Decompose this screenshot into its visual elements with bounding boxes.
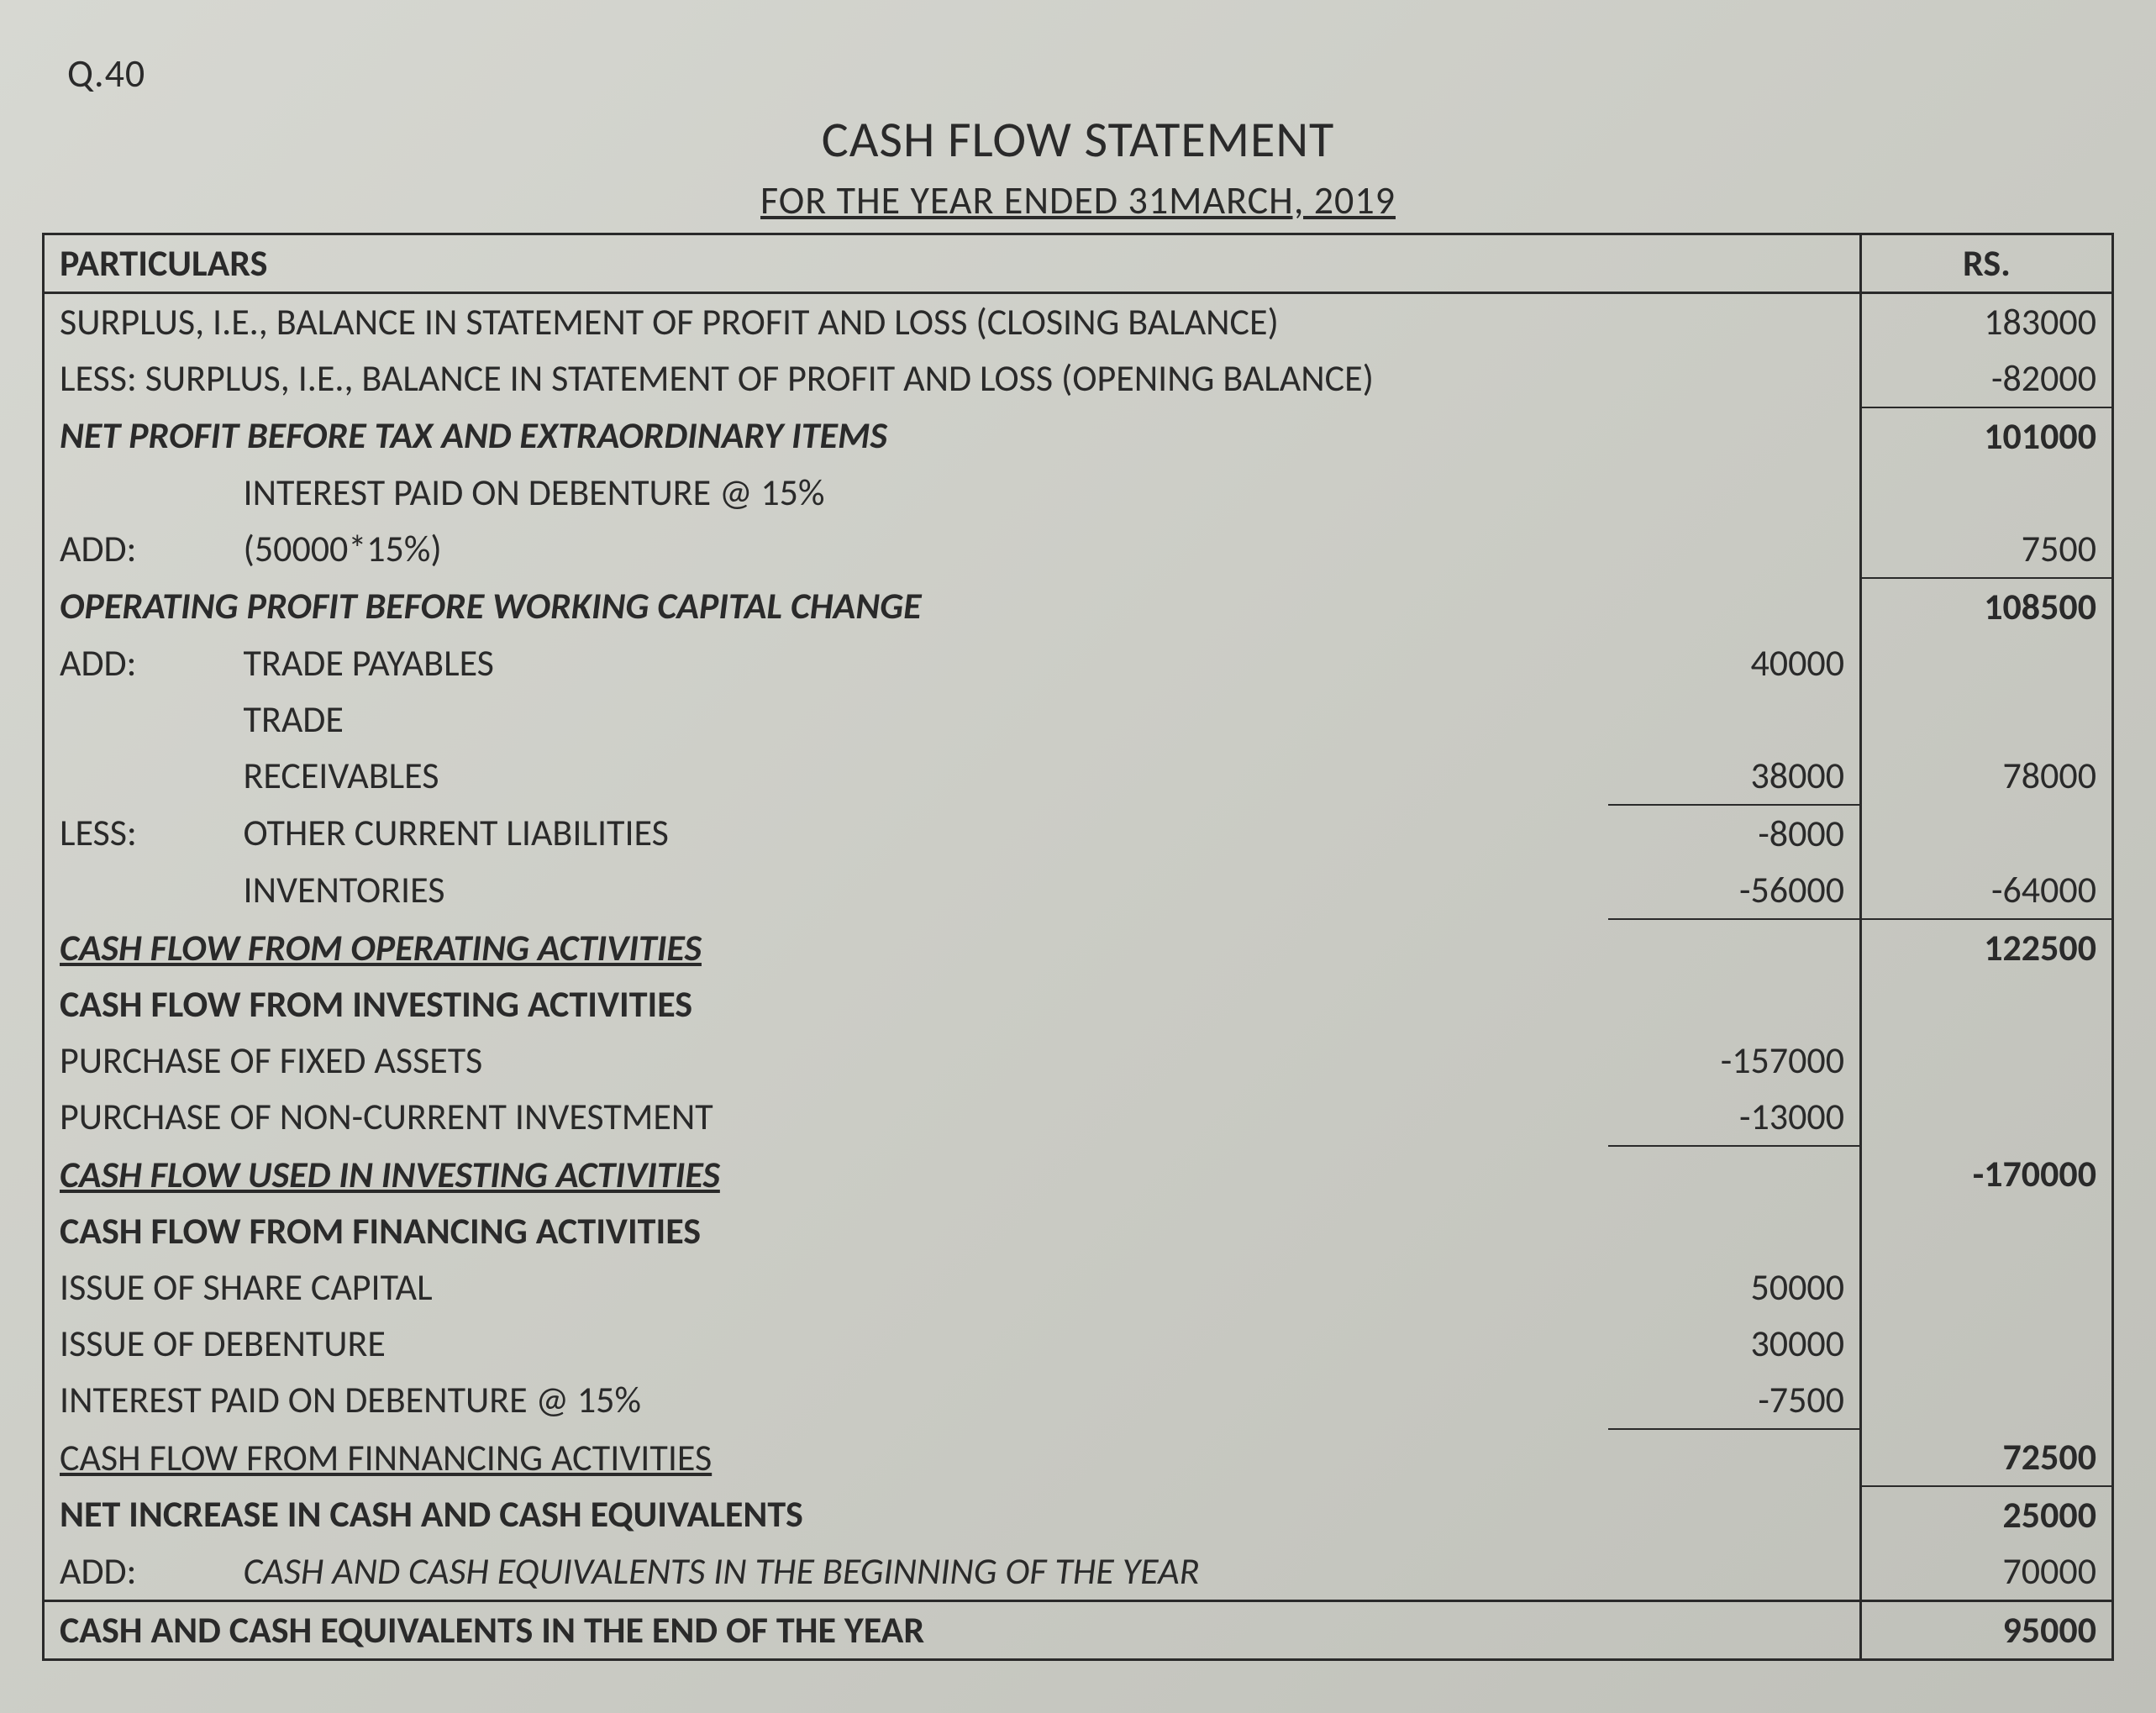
cell-label: RECEIVABLES (229, 748, 1609, 805)
cell-sub: -157000 (1608, 1033, 1860, 1089)
cash-flow-table: PARTICULARS RS. SURPLUS, I.E., BALANCE I… (42, 233, 2114, 1661)
cell-label: INTEREST PAID ON DEBENTURE @ 15% (229, 465, 1861, 521)
cell-sub: -7500 (1608, 1372, 1860, 1429)
row-trade-receivables-1: TRADE (44, 691, 2113, 748)
cell-label: TRADE (229, 691, 1609, 748)
page-subtitle: FOR THE YEAR ENDED 31MARCH, 2019 (42, 177, 2114, 224)
page-title: CASH FLOW STATEMENT (42, 109, 2114, 171)
cell-amount (1861, 1259, 2113, 1316)
cell-amount: 70000 (1861, 1543, 2113, 1601)
cell-label: CASH FLOW FROM FINNANCING ACTIVITIES (44, 1429, 1861, 1486)
cell-label: CASH AND CASH EQUIVALENTS IN THE BEGINNI… (229, 1543, 1861, 1601)
cell-label: NET PROFIT BEFORE TAX AND EXTRAORDINARY … (44, 407, 1861, 465)
cell-label: PURCHASE OF FIXED ASSETS (44, 1033, 1609, 1089)
row-surplus-closing: SURPLUS, I.E., BALANCE IN STATEMENT OF P… (44, 293, 2113, 351)
cell-lead: LESS: (44, 805, 229, 862)
cell-label: PURCHASE OF NON-CURRENT INVESTMENT (44, 1089, 1609, 1146)
cell-label: OPERATING PROFIT BEFORE WORKING CAPITAL … (44, 578, 1861, 635)
cell-sub: 40000 (1608, 635, 1860, 691)
col-particulars: PARTICULARS (44, 234, 1861, 293)
row-other-current-liabilities: LESS: OTHER CURRENT LIABILITIES -8000 (44, 805, 2113, 862)
question-number: Q.40 (67, 50, 2114, 97)
cell-lead: ADD: (44, 635, 229, 691)
row-surplus-opening: LESS: SURPLUS, I.E., BALANCE IN STATEMEN… (44, 350, 2113, 407)
cell-lead: ADD: (44, 1543, 229, 1601)
cell-amount (1861, 1089, 2113, 1146)
cell-label: (50000*15%) (229, 521, 1861, 578)
cell-lead (44, 862, 229, 919)
cell-label: CASH FLOW FROM OPERATING ACTIVITIES (44, 919, 1861, 976)
cell-amount (1861, 976, 2113, 1033)
row-trade-receivables-2: RECEIVABLES 38000 78000 (44, 748, 2113, 805)
cell-amount: 108500 (1861, 578, 2113, 635)
cell-amount (1861, 1203, 2113, 1259)
cell-label: CASH FLOW USED IN INVESTING ACTIVITIES (44, 1146, 1861, 1203)
row-cff: CASH FLOW FROM FINNANCING ACTIVITIES 725… (44, 1429, 2113, 1486)
cell-label: SURPLUS, I.E., BALANCE IN STATEMENT OF P… (44, 293, 1861, 351)
row-cfo: CASH FLOW FROM OPERATING ACTIVITIES 1225… (44, 919, 2113, 976)
cell-amount: 183000 (1861, 293, 2113, 351)
cell-sub: 30000 (1608, 1316, 1860, 1372)
row-section-financing: CASH FLOW FROM FINANCING ACTIVITIES (44, 1203, 2113, 1259)
table-header-row: PARTICULARS RS. (44, 234, 2113, 293)
page: Q.40 CASH FLOW STATEMENT FOR THE YEAR EN… (0, 0, 2156, 1713)
cell-sub: 38000 (1608, 748, 1860, 805)
row-operating-profit: OPERATING PROFIT BEFORE WORKING CAPITAL … (44, 578, 2113, 635)
row-interest-line1: INTEREST PAID ON DEBENTURE @ 15% (44, 465, 2113, 521)
cell-amount (1861, 465, 2113, 521)
cell-label: INVENTORIES (229, 862, 1609, 919)
cell-sub: -13000 (1608, 1089, 1860, 1146)
cell-label: CASH FLOW FROM INVESTING ACTIVITIES (44, 976, 1861, 1033)
cell-label: INTEREST PAID ON DEBENTURE @ 15% (44, 1372, 1609, 1429)
cell-label: CASH FLOW FROM FINANCING ACTIVITIES (44, 1203, 1861, 1259)
cell-label: OTHER CURRENT LIABILITIES (229, 805, 1609, 862)
cell-amount: -82000 (1861, 350, 2113, 407)
cell-amount: 78000 (1861, 748, 2113, 805)
cell-amount: 25000 (1861, 1486, 2113, 1543)
cell-amount (1861, 805, 2113, 862)
row-purchase-fixed-assets: PURCHASE OF FIXED ASSETS -157000 (44, 1033, 2113, 1089)
cell-amount: 122500 (1861, 919, 2113, 976)
cell-sub (1608, 691, 1860, 748)
cell-label: ISSUE OF DEBENTURE (44, 1316, 1609, 1372)
cell-amount (1861, 635, 2113, 691)
cell-label: NET INCREASE IN CASH AND CASH EQUIVALENT… (44, 1486, 1861, 1543)
cell-amount: -170000 (1861, 1146, 2113, 1203)
cell-amount: 95000 (1861, 1601, 2113, 1660)
cell-amount (1861, 1033, 2113, 1089)
cell-lead (44, 748, 229, 805)
cell-lead: ADD: (44, 521, 229, 578)
row-purchase-nci: PURCHASE OF NON-CURRENT INVESTMENT -1300… (44, 1089, 2113, 1146)
row-interest-finance: INTEREST PAID ON DEBENTURE @ 15% -7500 (44, 1372, 2113, 1429)
row-net-profit-before-tax: NET PROFIT BEFORE TAX AND EXTRAORDINARY … (44, 407, 2113, 465)
cell-amount: 7500 (1861, 521, 2113, 578)
row-cash-beginning: ADD: CASH AND CASH EQUIVALENTS IN THE BE… (44, 1543, 2113, 1601)
row-cfi: CASH FLOW USED IN INVESTING ACTIVITIES -… (44, 1146, 2113, 1203)
cell-lead (44, 465, 229, 521)
cell-amount (1861, 1372, 2113, 1429)
col-amount: RS. (1861, 234, 2113, 293)
row-issue-debenture: ISSUE OF DEBENTURE 30000 (44, 1316, 2113, 1372)
cell-sub: 50000 (1608, 1259, 1860, 1316)
cell-amount (1861, 1316, 2113, 1372)
cell-label: ISSUE OF SHARE CAPITAL (44, 1259, 1609, 1316)
cell-label: TRADE PAYABLES (229, 635, 1609, 691)
row-trade-payables: ADD: TRADE PAYABLES 40000 (44, 635, 2113, 691)
cell-sub: -56000 (1608, 862, 1860, 919)
row-issue-share-capital: ISSUE OF SHARE CAPITAL 50000 (44, 1259, 2113, 1316)
cell-sub: -8000 (1608, 805, 1860, 862)
cell-lead (44, 691, 229, 748)
cell-label: LESS: SURPLUS, I.E., BALANCE IN STATEMEN… (44, 350, 1861, 407)
row-interest-line2: ADD: (50000*15%) 7500 (44, 521, 2113, 578)
cell-amount: 101000 (1861, 407, 2113, 465)
cell-amount (1861, 691, 2113, 748)
row-section-investing: CASH FLOW FROM INVESTING ACTIVITIES (44, 976, 2113, 1033)
cell-amount: -64000 (1861, 862, 2113, 919)
cell-amount: 72500 (1861, 1429, 2113, 1486)
cell-label: CASH AND CASH EQUIVALENTS IN THE END OF … (44, 1601, 1861, 1660)
row-cash-end: CASH AND CASH EQUIVALENTS IN THE END OF … (44, 1601, 2113, 1660)
row-net-increase: NET INCREASE IN CASH AND CASH EQUIVALENT… (44, 1486, 2113, 1543)
row-inventories: INVENTORIES -56000 -64000 (44, 862, 2113, 919)
